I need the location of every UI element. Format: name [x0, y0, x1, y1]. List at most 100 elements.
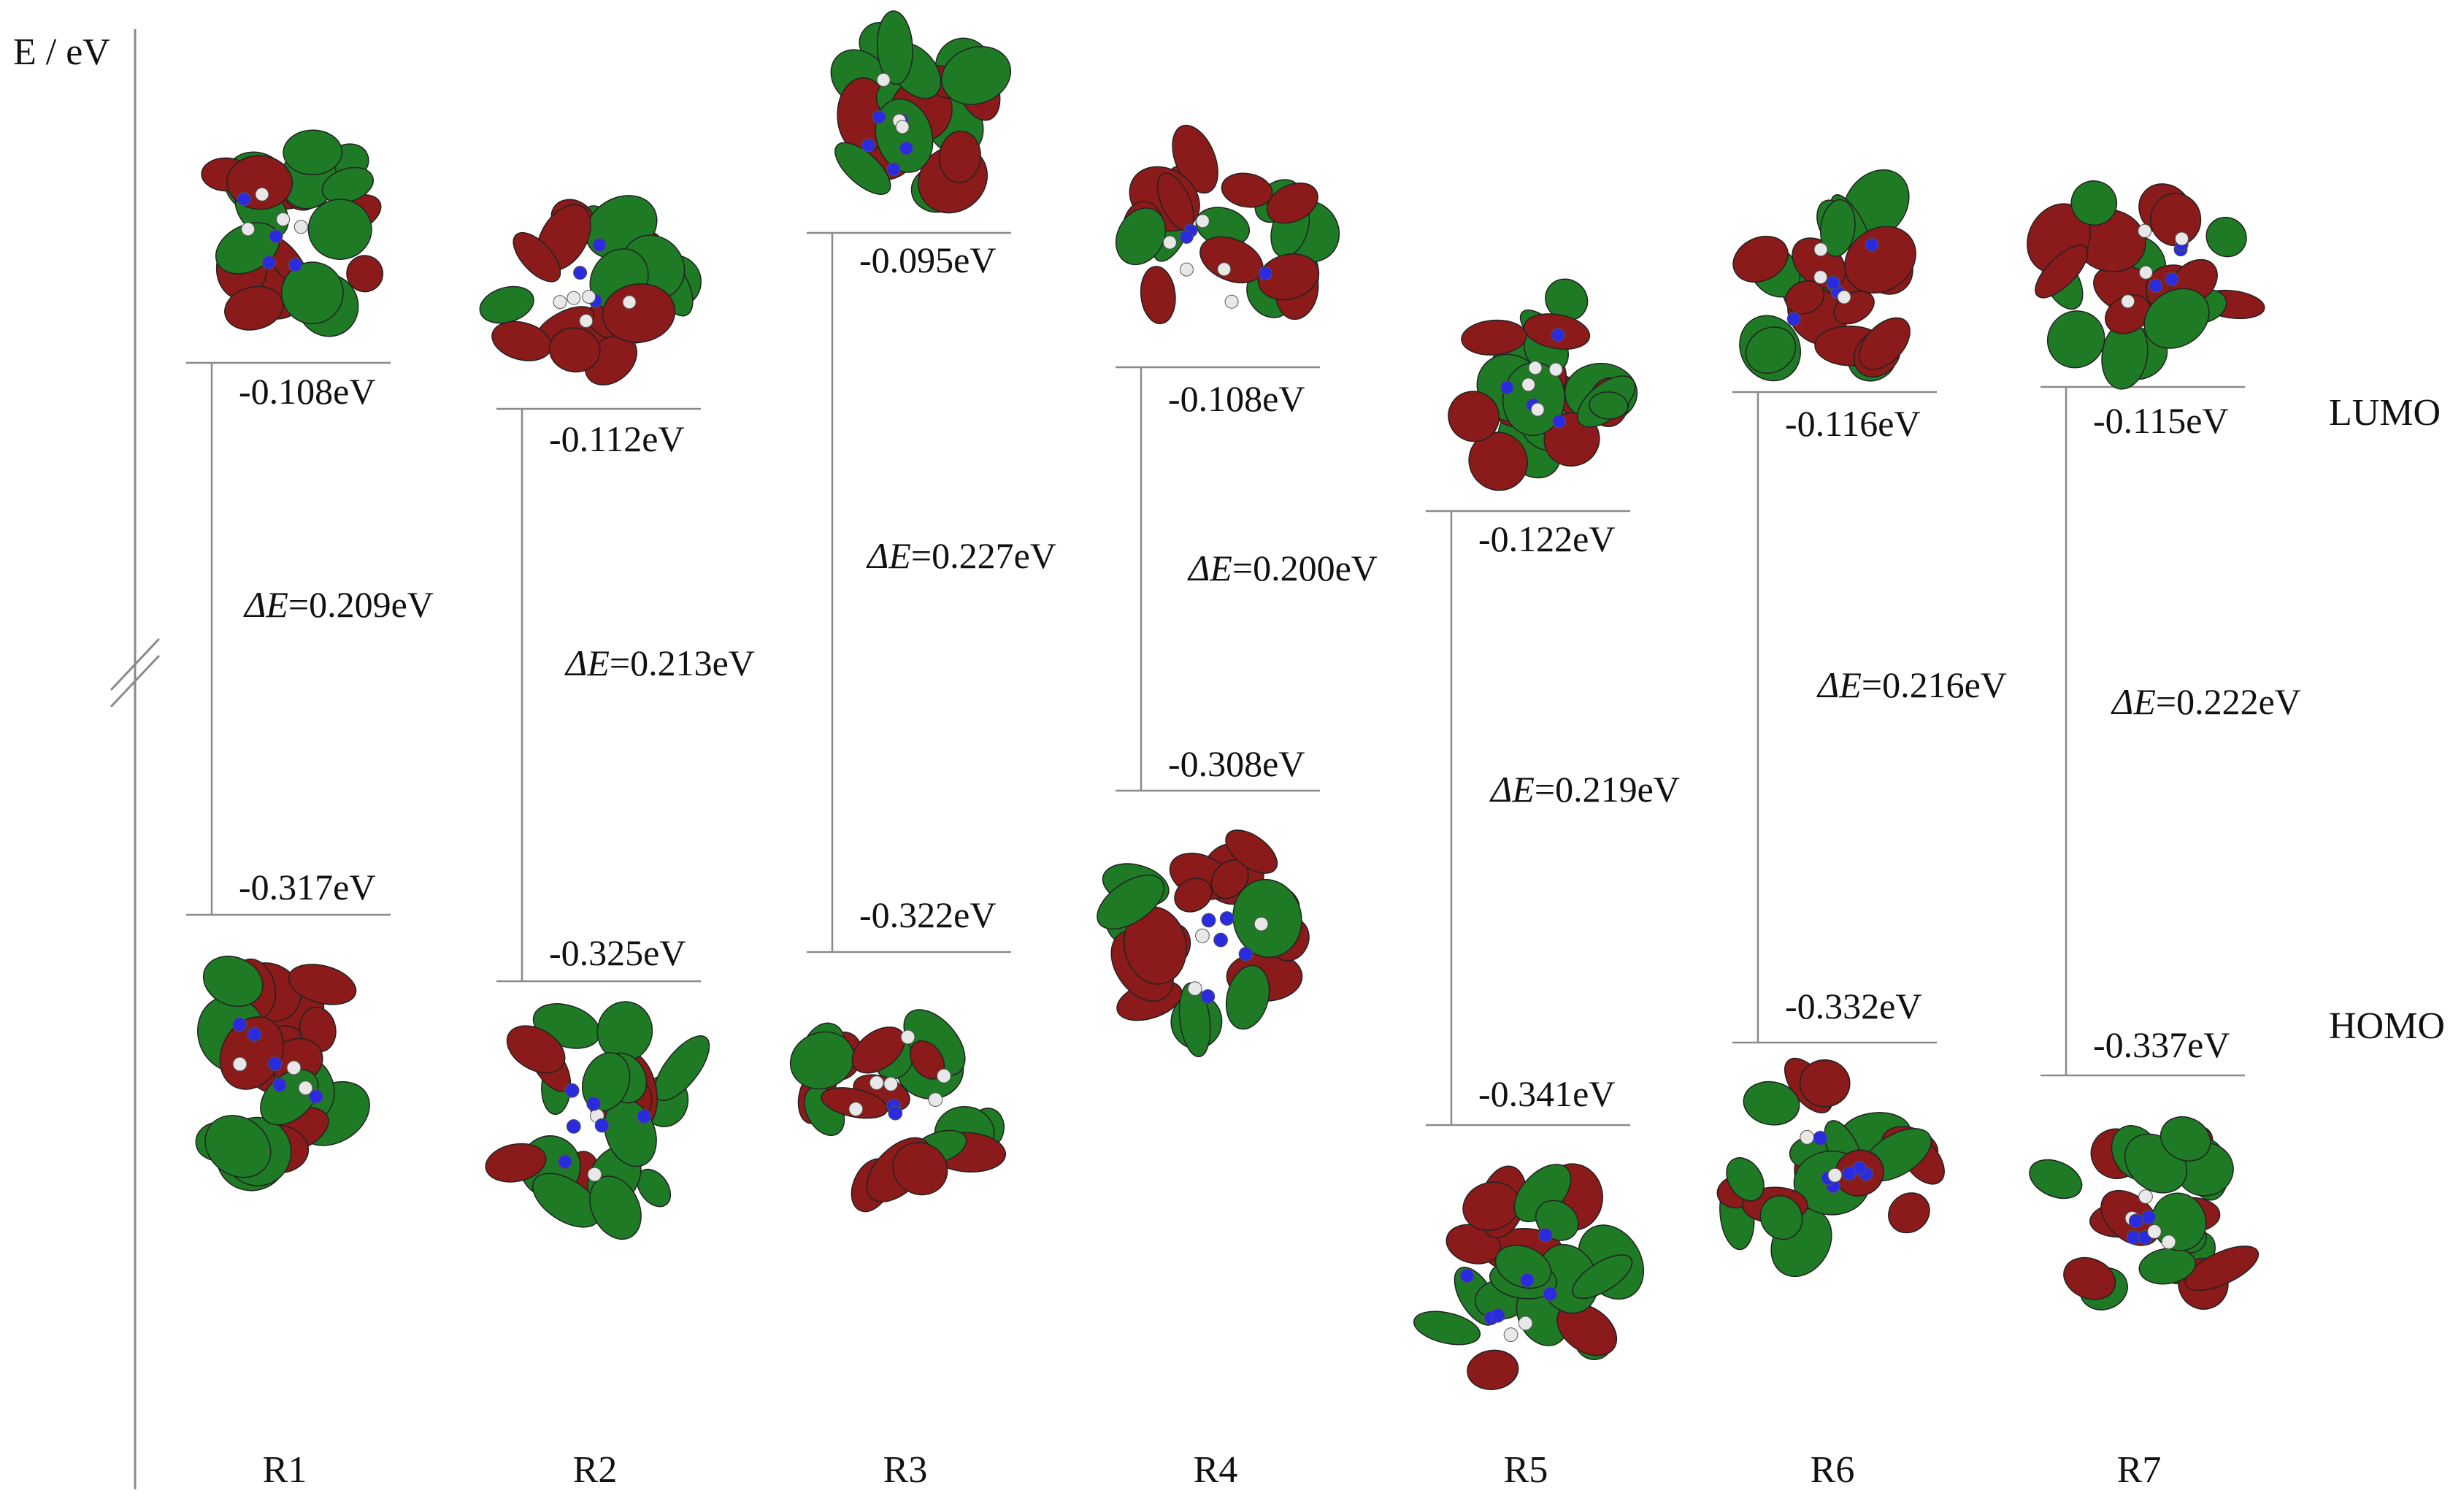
homo-energy-label-r6: -0.332eV: [1785, 986, 1921, 1026]
negative-lobe: [1589, 391, 1629, 420]
lumo-energy-label-r5: -0.122eV: [1478, 518, 1615, 559]
homo-orbital-r5: [1413, 1163, 1645, 1390]
hydrogen-atom: [883, 1076, 899, 1091]
negative-lobe: [321, 166, 374, 204]
lumo-orbital-r3: [830, 10, 1012, 214]
hydrogen-atom: [1528, 361, 1543, 375]
hydrogen-atom: [298, 1081, 313, 1096]
negative-lobe: [1820, 199, 1856, 257]
delta-e-symbol: ΔE: [243, 584, 288, 625]
hydrogen-atom: [1800, 1129, 1815, 1145]
negative-lobe: [834, 142, 891, 195]
positive-lobe: [1221, 172, 1273, 208]
nitrogen-atom: [1538, 1227, 1553, 1243]
negative-lobe: [202, 956, 264, 1008]
negative-lobe: [1232, 878, 1302, 958]
lumo-orbital-r5: [1448, 278, 1638, 491]
negative-lobe: [1572, 1254, 1633, 1300]
system-label-r7: R7: [2117, 1449, 2162, 1491]
hydrogen-atom: [2138, 1189, 2153, 1204]
nitrogen-atom: [1219, 911, 1235, 926]
negative-lobe: [789, 1031, 855, 1090]
positive-lobe: [2105, 294, 2151, 334]
nitrogen-atom: [573, 266, 588, 280]
delta-e-symbol: ΔE: [2111, 681, 2156, 722]
negative-lobe: [2046, 310, 2105, 369]
nitrogen-atom: [2149, 278, 2163, 293]
positive-lobe: [548, 327, 601, 373]
nitrogen-atom: [1238, 946, 1253, 962]
negative-lobe: [1745, 326, 1797, 374]
homo-energy-label-r4: -0.308eV: [1168, 743, 1305, 784]
hydrogen-atom: [937, 1068, 951, 1083]
nitrogen-atom: [1201, 913, 1216, 928]
hydrogen-atom: [587, 1167, 602, 1182]
positive-lobe: [1732, 235, 1789, 283]
negative-lobe: [875, 98, 934, 173]
gap-label-r1: ΔE=0.209eV: [243, 584, 434, 625]
hydrogen-atom: [1217, 262, 1232, 277]
hydrogen-atom: [241, 222, 256, 237]
negative-lobe: [876, 10, 913, 85]
positive-lobe: [1468, 431, 1529, 491]
hydrogen-atom: [553, 295, 567, 310]
negative-lobe: [2070, 180, 2118, 226]
negative-lobe: [653, 1035, 710, 1102]
negative-lobe: [941, 45, 1012, 105]
hydrogen-atom: [1827, 1167, 1843, 1183]
delta-e-value: =0.200eV: [1232, 548, 1378, 588]
homo-energy-label-r2: -0.325eV: [549, 932, 686, 973]
positive-lobe: [2035, 245, 2089, 299]
positive-lobe: [1799, 1059, 1851, 1108]
negative-lobe: [1225, 964, 1270, 1030]
positive-lobe: [1785, 280, 1825, 315]
nitrogen-atom: [1552, 414, 1566, 429]
negative-lobe: [2143, 288, 2210, 349]
negative-lobe: [307, 199, 372, 260]
lumo-energy-label-r3: -0.095eV: [859, 239, 996, 280]
nitrogen-atom: [1258, 266, 1272, 280]
delta-e-symbol: ΔE: [1187, 548, 1232, 588]
hydrogen-atom: [255, 187, 269, 202]
hydrogen-atom: [2147, 1224, 2162, 1239]
lumo-energy-label-r6: -0.116eV: [1785, 403, 1921, 444]
hydrogen-atom: [286, 1060, 302, 1075]
positive-lobe: [938, 130, 981, 183]
gap-label-r2: ΔE=0.213eV: [564, 642, 755, 683]
nitrogen-atom: [1179, 229, 1194, 244]
gap-label-r4: ΔE=0.200eV: [1187, 548, 1378, 588]
homo-orbital-r2: [485, 1001, 710, 1240]
system-label-r2: R2: [573, 1449, 618, 1491]
hydrogen-atom: [1224, 294, 1239, 309]
delta-e-symbol: ΔE: [564, 642, 610, 683]
positive-lobe: [1461, 319, 1527, 356]
positive-lobe: [1225, 829, 1278, 874]
negative-lobe: [2159, 1116, 2211, 1162]
homo-orbital-r3: [789, 1009, 1007, 1213]
delta-e-value: =0.213eV: [610, 642, 755, 683]
hydrogen-atom: [622, 295, 637, 310]
positive-lobe: [1257, 253, 1320, 301]
homo-energy-label-r7: -0.337eV: [2093, 1024, 2230, 1065]
lumo-energy-label-r1: -0.108eV: [239, 371, 375, 412]
hydrogen-atom: [869, 1075, 884, 1090]
negative-lobe: [637, 1168, 672, 1208]
hydrogen-atom: [900, 1029, 915, 1045]
system-label-r6: R6: [1811, 1449, 1855, 1491]
homo-orbital-r7: [2029, 1116, 2260, 1310]
positive-lobe: [1174, 878, 1213, 913]
delta-e-value: =0.209eV: [288, 584, 434, 625]
hydrogen-atom: [1548, 362, 1563, 377]
nitrogen-atom: [1200, 989, 1216, 1004]
positive-lobe: [2063, 1256, 2116, 1300]
positive-lobe: [1844, 226, 1916, 294]
homo-energy-label-r5: -0.341eV: [1478, 1073, 1615, 1114]
hydrogen-atom: [582, 290, 596, 304]
negative-lobe: [1494, 1245, 1552, 1289]
hydrogen-atom: [876, 72, 891, 87]
hydrogen-atom: [2121, 294, 2135, 309]
nitrogen-atom: [272, 1078, 287, 1092]
nitrogen-atom: [261, 256, 276, 269]
hydrogen-atom: [1253, 916, 1269, 932]
negative-lobe: [1115, 207, 1167, 266]
